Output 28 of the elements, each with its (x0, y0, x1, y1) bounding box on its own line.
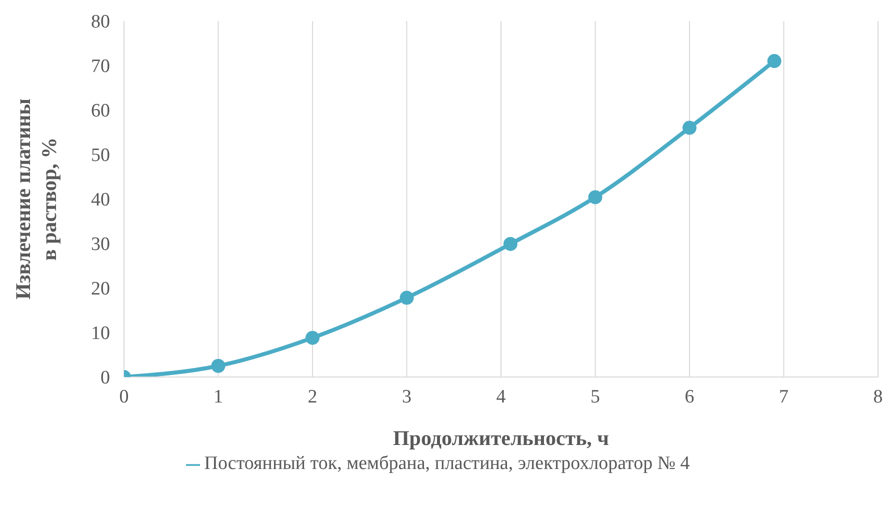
x-tick-label: 8 (873, 386, 883, 408)
x-tick-label: 4 (496, 386, 506, 408)
x-axis-title: Продолжительность, ч (392, 426, 610, 450)
x-tick-label: 6 (684, 386, 694, 408)
x-tick-label: 7 (779, 386, 788, 408)
x-tick-label: 1 (214, 386, 223, 408)
y-tick-label: 60 (91, 100, 110, 122)
x-tick-label: 5 (590, 386, 600, 408)
y-tick-label: 80 (91, 12, 110, 33)
point (767, 54, 782, 68)
point (682, 120, 696, 135)
x-tick-label: 0 (119, 386, 129, 408)
y-tick-label: 20 (91, 278, 110, 300)
y-axis-title: Извлечение платины в раствор, % (11, 98, 61, 300)
legend-label: Постоянный ток, мембрана, пластина, электрохлоратор № 4 (204, 453, 690, 474)
y-tick-label: 50 (91, 145, 110, 166)
y-tick-label: 30 (91, 234, 110, 256)
y-tick-label: 40 (91, 190, 110, 211)
point (503, 236, 518, 251)
y-tick-label: 0 (100, 368, 110, 389)
point (588, 190, 602, 204)
point (306, 330, 320, 345)
y-tick-label: 10 (91, 323, 110, 344)
y-tick-label: 70 (91, 56, 110, 78)
x-tick-label: 3 (402, 386, 412, 408)
point (211, 358, 226, 373)
x-tick-label: 2 (308, 386, 318, 408)
point (400, 290, 414, 305)
